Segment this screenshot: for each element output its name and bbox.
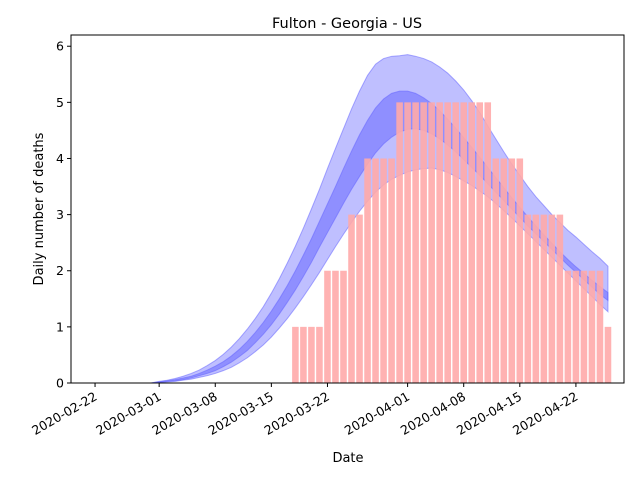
bar (468, 102, 476, 383)
bar (348, 214, 355, 383)
bar (540, 214, 548, 383)
bar (444, 102, 451, 383)
bar (580, 270, 588, 383)
bar (436, 102, 443, 383)
chart-title: Fulton - Georgia - US (272, 16, 422, 32)
y-tick-label: 3 (56, 207, 64, 222)
y-axis-label: Daily number of deaths (32, 132, 47, 285)
bar (428, 102, 435, 383)
bar (604, 326, 612, 383)
bar (412, 102, 419, 383)
y-tick-label: 2 (56, 263, 64, 278)
x-axis-label: Date (332, 451, 363, 466)
bar (508, 158, 516, 383)
bar (324, 270, 331, 383)
bar (356, 214, 363, 383)
y-tick-label: 1 (56, 319, 64, 334)
bar (388, 158, 395, 383)
bar (564, 270, 572, 383)
bar (500, 158, 508, 383)
bar (516, 158, 524, 383)
bar (524, 214, 532, 383)
bar (596, 270, 604, 383)
bar (420, 102, 427, 383)
bar (588, 270, 596, 383)
y-tick-label: 0 (56, 376, 64, 391)
y-tick-label: 4 (56, 151, 64, 166)
bars (292, 102, 612, 383)
bar (532, 214, 540, 383)
bar (484, 102, 492, 383)
y-tick-label: 6 (56, 39, 64, 54)
bar (556, 214, 564, 383)
bar (548, 214, 556, 383)
bar (492, 158, 500, 383)
bar (380, 158, 387, 383)
bar (372, 158, 379, 383)
bar (364, 158, 371, 383)
bar (460, 102, 467, 383)
plot-frame (70, 34, 625, 384)
bar (316, 326, 323, 383)
bar (452, 102, 459, 383)
y-tick-label: 5 (56, 95, 64, 110)
bar (404, 102, 411, 383)
bar (332, 270, 339, 383)
bar (572, 270, 580, 383)
bar (476, 102, 484, 383)
bar (340, 270, 347, 383)
y-axis: 0 1 2 3 4 5 6 (56, 39, 71, 391)
bar (396, 102, 403, 383)
bar (292, 326, 299, 383)
bar (308, 326, 315, 383)
bar (300, 326, 307, 383)
